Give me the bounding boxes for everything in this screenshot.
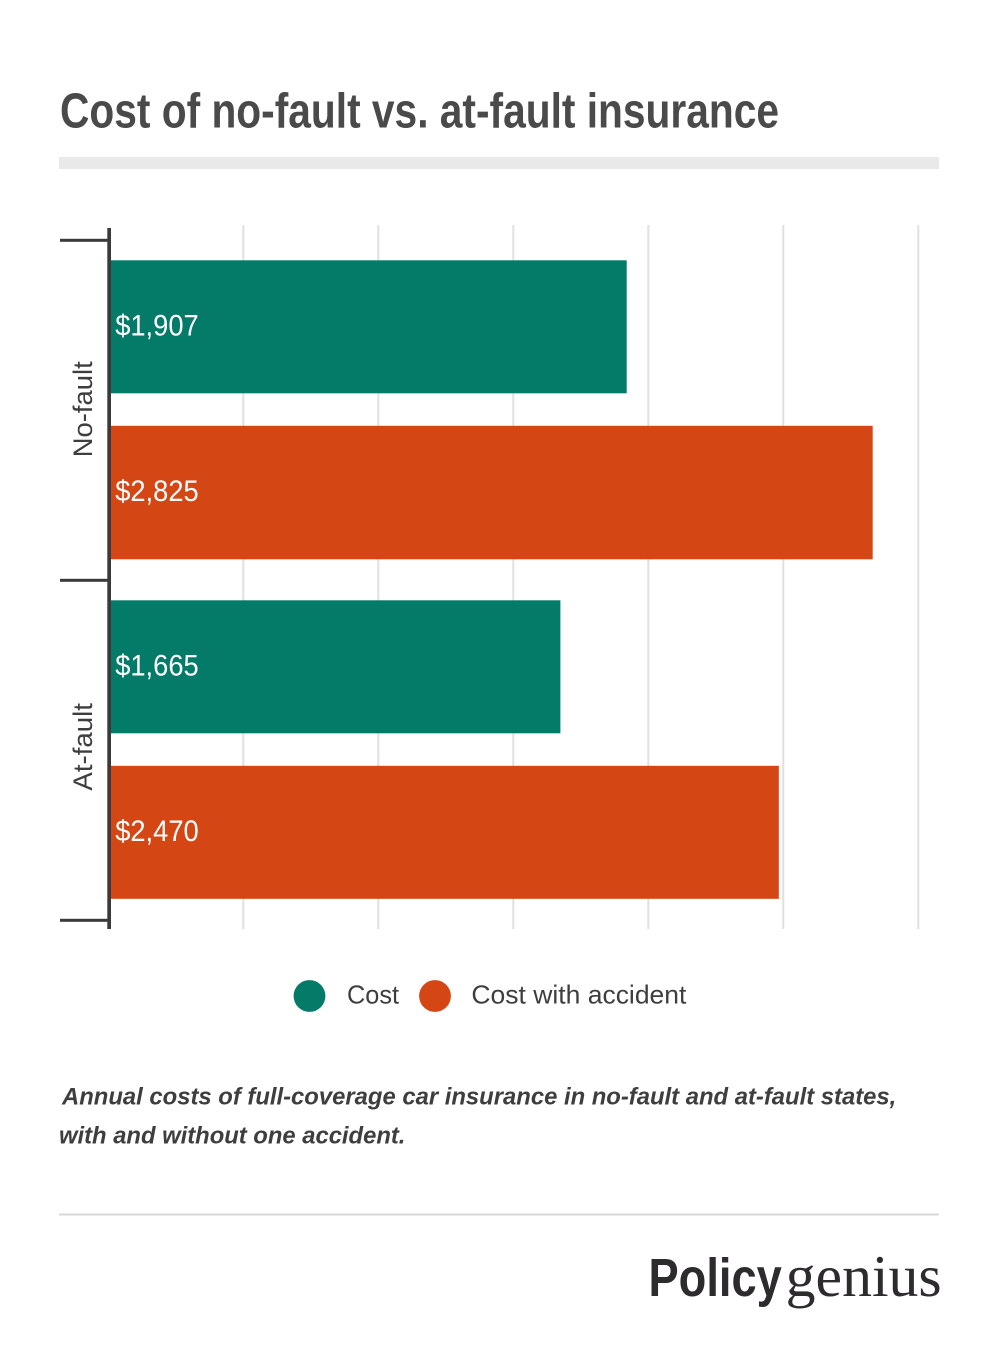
svg-text:Annual costs of full-coverage: Annual costs of full-coverage car insura… — [61, 1084, 896, 1111]
svg-text:Cost of no-fault vs. at-fault: Cost of no-fault vs. at-fault insurance — [60, 83, 779, 138]
svg-text:Policy: Policy — [649, 1248, 782, 1308]
svg-text:$2,825: $2,825 — [115, 475, 199, 508]
svg-text:genius: genius — [786, 1243, 942, 1309]
svg-text:Cost with accident: Cost with accident — [471, 979, 687, 1009]
svg-text:$2,470: $2,470 — [115, 815, 199, 848]
svg-text:$1,665: $1,665 — [115, 650, 199, 683]
svg-text:$1,907: $1,907 — [115, 310, 199, 343]
svg-text:with and without one accident.: with and without one accident. — [59, 1123, 405, 1150]
svg-text:Cost: Cost — [347, 979, 400, 1009]
svg-text:No-fault: No-fault — [68, 361, 98, 457]
svg-text:At-fault: At-fault — [68, 703, 98, 791]
